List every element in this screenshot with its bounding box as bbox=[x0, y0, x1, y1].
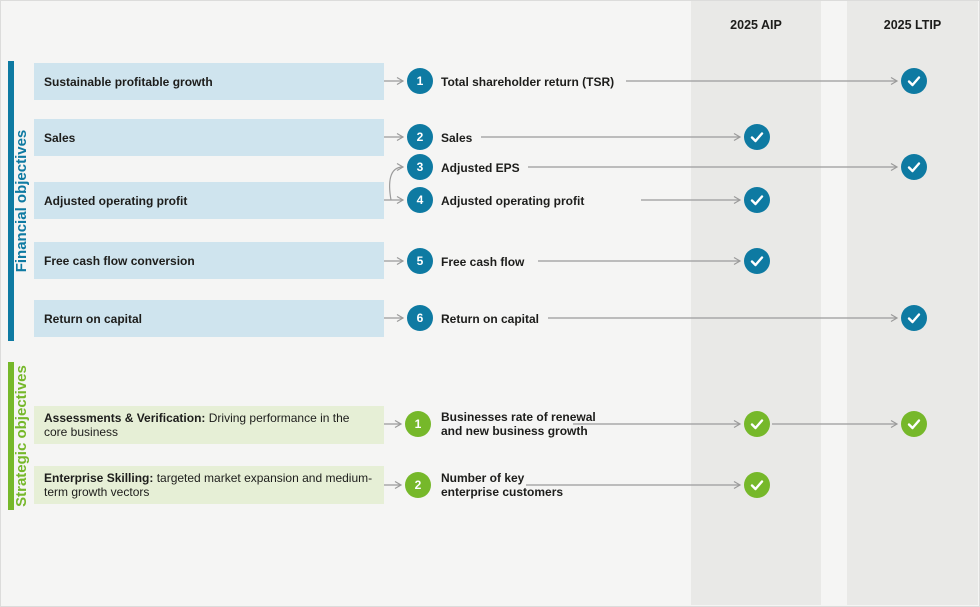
ltip-check-return-on-capital bbox=[901, 305, 927, 331]
measure-number-3: 3 bbox=[407, 154, 433, 180]
objective-label: Enterprise Skilling: targeted market exp… bbox=[44, 471, 373, 499]
check-icon bbox=[750, 419, 764, 430]
financial-section-bar bbox=[8, 61, 14, 341]
measure-label-businesses-rate-of-renewal: Businesses rate of renewal and new busin… bbox=[441, 410, 596, 438]
aip-check-key-enterprise-customers bbox=[744, 472, 770, 498]
measure-number-6: 6 bbox=[407, 305, 433, 331]
objective-box-return-on-capital: Return on capital bbox=[34, 300, 384, 337]
aip-check-adjusted-operating-profit bbox=[744, 187, 770, 213]
objective-box-adjusted-operating-profit: Adjusted operating profit bbox=[34, 182, 384, 219]
measure-label-total-shareholder-return: Total shareholder return (TSR) bbox=[441, 75, 615, 89]
objective-box-assessments-verification: Assessments & Verification: Driving perf… bbox=[34, 406, 384, 444]
check-icon bbox=[750, 132, 764, 143]
aip-column bbox=[691, 1, 821, 605]
check-icon bbox=[750, 480, 764, 491]
objective-box-free-cash-flow-conversion: Free cash flow conversion bbox=[34, 242, 384, 279]
strategic-measure-number-2: 2 bbox=[405, 472, 431, 498]
check-icon bbox=[907, 419, 921, 430]
ltip-column bbox=[847, 1, 978, 605]
measure-number-5: 5 bbox=[407, 248, 433, 274]
aip-check-businesses-rate-of-renewal bbox=[744, 411, 770, 437]
objective-label: Sales bbox=[44, 130, 76, 145]
objective-label: Free cash flow conversion bbox=[44, 253, 195, 268]
measure-label-adjusted-operating-profit: Adjusted operating profit bbox=[441, 194, 585, 208]
measure-label-adjusted-eps: Adjusted EPS bbox=[441, 161, 520, 175]
measure-label-key-enterprise-customers: Number of key enterprise customers bbox=[441, 471, 564, 499]
measure-number-1: 1 bbox=[407, 68, 433, 94]
strategic-section-bar bbox=[8, 362, 14, 510]
objective-label: Return on capital bbox=[44, 311, 143, 326]
ltip-column-header: 2025 LTIP bbox=[883, 18, 942, 32]
ltip-check-businesses-rate-of-renewal bbox=[901, 411, 927, 437]
objective-box-sales: Sales bbox=[34, 119, 384, 156]
check-icon bbox=[750, 256, 764, 267]
objective-box-enterprise-skilling: Enterprise Skilling: targeted market exp… bbox=[34, 466, 384, 504]
check-icon bbox=[907, 313, 921, 324]
objective-label: Adjusted operating profit bbox=[44, 193, 188, 208]
ltip-check-adjusted-eps bbox=[901, 154, 927, 180]
check-icon bbox=[750, 195, 764, 206]
objective-label: Assessments & Verification: Driving perf… bbox=[44, 411, 350, 439]
aip-column-header: 2025 AIP bbox=[730, 18, 782, 32]
measure-label-free-cash-flow: Free cash flow bbox=[441, 255, 525, 269]
check-icon bbox=[907, 76, 921, 87]
financial-section-title: Financial objectives bbox=[13, 129, 30, 273]
measure-label-return-on-capital: Return on capital bbox=[441, 312, 540, 326]
measure-label-sales: Sales bbox=[441, 131, 473, 145]
check-icon bbox=[907, 162, 921, 173]
measure-number-4: 4 bbox=[407, 187, 433, 213]
strategic-section-title: Strategic objectives bbox=[13, 365, 30, 507]
strategic-measure-number-1: 1 bbox=[405, 411, 431, 437]
aip-check-sales bbox=[744, 124, 770, 150]
ltip-check-tsr bbox=[901, 68, 927, 94]
measure-number-2: 2 bbox=[407, 124, 433, 150]
aip-check-free-cash-flow bbox=[744, 248, 770, 274]
objective-label: Sustainable profitable growth bbox=[44, 74, 213, 89]
objective-box-sustainable-profitable-growth: Sustainable profitable growth bbox=[34, 63, 384, 100]
arrow bbox=[389, 162, 405, 201]
